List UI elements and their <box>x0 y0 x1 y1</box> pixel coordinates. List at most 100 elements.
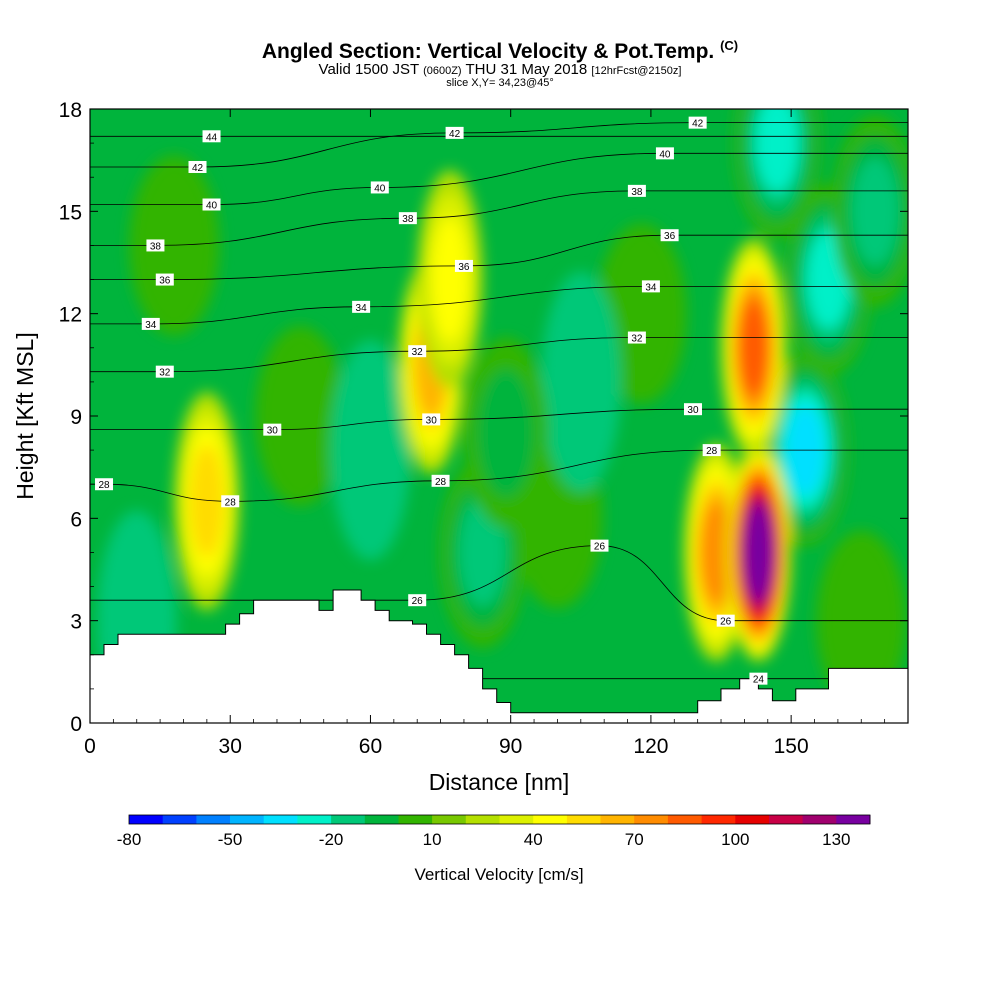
colorbar-tick-label: -20 <box>319 830 344 849</box>
contour-label: 30 <box>422 413 441 426</box>
contour-label-box <box>408 594 427 607</box>
contour-label-text: 32 <box>412 347 424 358</box>
colorbar-swatch <box>230 815 265 824</box>
contour-label: 30 <box>683 403 702 416</box>
contour-label-text: 32 <box>631 334 643 345</box>
contour-label-text: 34 <box>645 282 657 293</box>
contour-label-text: 34 <box>356 303 368 314</box>
contour-label-text: 28 <box>706 446 718 457</box>
contour-label-text: 44 <box>206 132 218 143</box>
velocity-field <box>96 109 908 723</box>
plot-area: 44 42 40 38 36 34 32 30 28 28 42 40 38 36 34 32 30 28 26 26… <box>90 109 908 723</box>
contour-label-box <box>716 614 735 627</box>
contour-label: 32 <box>627 331 646 345</box>
colorbar-tick-label: -50 <box>218 830 243 849</box>
contour-label-text: 30 <box>687 405 699 416</box>
contour-label: 40 <box>202 198 221 212</box>
contour-label-box <box>683 403 702 416</box>
contour-label-box <box>422 413 441 426</box>
colorbar-swatch <box>331 815 366 824</box>
contour-label-text: 34 <box>145 320 157 331</box>
updraft-core-2-level-2 <box>431 217 469 342</box>
contour-label-box <box>188 160 207 173</box>
theta-contour-30 <box>90 408 908 431</box>
contour-label-text: 26 <box>594 542 606 553</box>
contour-label: 26 <box>408 594 427 607</box>
colorbar-swatch <box>836 815 871 824</box>
y-tick-label: 0 <box>70 713 82 736</box>
x-tick-label: 120 <box>633 735 668 758</box>
contour-label-text: 30 <box>426 415 438 426</box>
contour-label-text: 38 <box>402 214 414 225</box>
contour-label: 36 <box>454 259 473 273</box>
updraft-core-3-level-5 <box>701 502 732 603</box>
y-tick-label: 18 <box>59 99 82 122</box>
colorbar-tick-label: 130 <box>822 830 850 849</box>
colorbar-swatch <box>566 815 602 824</box>
theta-contour-40 <box>90 152 908 205</box>
updraft-core-5-level-6 <box>739 299 769 397</box>
contour-label-box <box>221 495 240 508</box>
contour-label-box <box>590 539 609 552</box>
contour-label: 34 <box>352 300 371 314</box>
contour-label: 38 <box>398 212 417 225</box>
contour-label-box <box>263 423 282 436</box>
colorbar-tick-label: 100 <box>721 830 749 849</box>
colorbar-tick-label: 40 <box>524 830 543 849</box>
contour-label-box <box>641 280 660 293</box>
contour-label-text: 40 <box>206 201 218 212</box>
forecast-tag: [12hrFcst@2150z] <box>591 65 682 77</box>
x-tick-label: 60 <box>359 735 382 758</box>
colorbar-swatch <box>533 815 568 824</box>
y-tick-label: 15 <box>59 201 82 224</box>
colorbar-swatch <box>398 815 433 824</box>
contour-label-text: 38 <box>631 187 643 198</box>
theta-contour-labels: 44 42 40 38 36 34 32 30 28 28 42 40 38 36 34 32 30 28 26 26… <box>95 116 768 686</box>
contour-label-text: 28 <box>225 497 237 508</box>
weak-descent-band-1 <box>540 271 621 492</box>
colorbar-swatch <box>263 815 298 824</box>
colorbar-swatch <box>701 815 736 824</box>
contour-label: 44 <box>202 130 221 143</box>
x-axis: 0 30 60 90 120 150 <box>84 109 886 758</box>
contour-label: 42 <box>445 126 464 140</box>
x-axis-label: Distance [nm] <box>429 769 570 795</box>
contour-label: 38 <box>627 184 646 198</box>
contour-label-text: 24 <box>753 675 765 686</box>
terrain <box>90 589 908 723</box>
colorbar-swatch <box>735 815 770 824</box>
contour-label-box <box>95 478 114 491</box>
contour-label: 34 <box>641 280 660 293</box>
colorbar-frame <box>128 814 871 825</box>
contour-label-text: 42 <box>692 119 704 130</box>
x-tick-label: 0 <box>84 735 96 758</box>
contour-label-text: 42 <box>449 129 461 140</box>
weak-ascent-band-1 <box>255 326 346 506</box>
downdraft-core-5-level-2 <box>851 157 900 266</box>
x-tick-label: 150 <box>774 735 809 758</box>
contour-label-box <box>627 331 646 344</box>
colorbar-swatch <box>129 815 164 824</box>
contour-label: 32 <box>155 365 174 379</box>
contour-label-box <box>370 181 389 194</box>
weak-descent-band-0 <box>330 340 411 561</box>
x-tick-label: 90 <box>499 735 522 758</box>
contour-label: 42 <box>688 116 707 130</box>
contour-label: 40 <box>655 147 674 160</box>
valid-utc: (0600Z) <box>423 65 462 77</box>
colorbar-swatch <box>499 815 534 824</box>
y-tick-label: 6 <box>70 508 82 531</box>
contour-label: 42 <box>188 160 207 174</box>
contour-label-text: 36 <box>664 231 676 242</box>
y-tick-label: 3 <box>70 611 82 634</box>
colorbar-swatch <box>465 815 500 824</box>
colorbar-swatch <box>364 815 399 824</box>
contour-label-text: 30 <box>267 426 279 437</box>
chart-title: Angled Section: Vertical Velocity & Pot.… <box>261 38 739 63</box>
contour-label: 36 <box>155 273 174 287</box>
contour-label-text: 42 <box>192 163 204 174</box>
colorbar-swatch <box>634 815 669 824</box>
y-tick-label: 12 <box>59 304 82 327</box>
